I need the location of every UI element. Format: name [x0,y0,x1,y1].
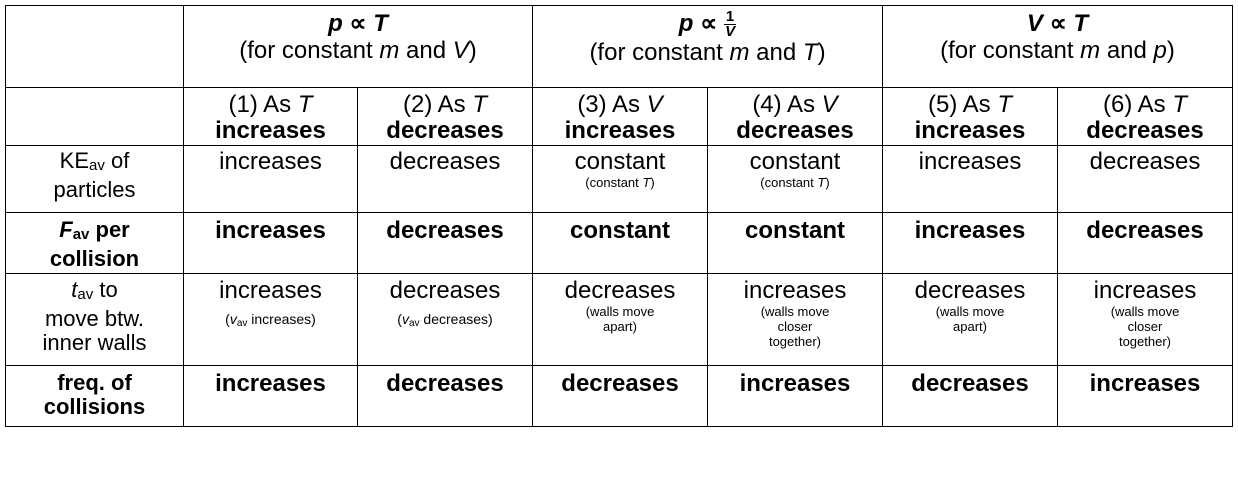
law-condition: (for constant m and T) [589,39,826,66]
time-row: tav to move btw. inner walls increases (v… [5,273,1233,366]
force-row: Fav per collision increases decreases co… [5,212,1233,274]
empty-corner-cell [5,5,184,88]
ke-cell-2: decreases [357,145,533,213]
law-condition: (for constant m and p) [940,37,1175,64]
freq-cell-5: decreases [882,365,1058,427]
ke-cell-3: constant (constant T) [532,145,708,213]
force-cell-5: increases [882,212,1058,274]
ke-row: KEav of particles increases decreases co… [5,145,1233,213]
row-label-force: Fav per collision [5,212,184,274]
force-cell-6: decreases [1057,212,1233,274]
law-header-vt: V ∝ T (for constant m and p) [882,5,1233,88]
law-header-pt: p ∝ T (for constant m and V) [183,5,533,88]
freq-cell-3: decreases [532,365,708,427]
force-cell-2: decreases [357,212,533,274]
freq-cell-2: decreases [357,365,533,427]
time-cell-4: increases (walls move closer together) [707,273,883,366]
time-cell-6: increases (walls move closer together) [1057,273,1233,366]
freq-cell-6: increases [1057,365,1233,427]
time-cell-1: increases (vav increases) [183,273,358,366]
freq-cell-1: increases [183,365,358,427]
ke-cell-4: constant (constant T) [707,145,883,213]
force-cell-1: increases [183,212,358,274]
force-cell-3: constant [532,212,708,274]
ke-cell-5: increases [882,145,1058,213]
ke-cell-6: decreases [1057,145,1233,213]
freq-cell-4: increases [707,365,883,427]
row-label-ke: KEav of particles [5,145,184,213]
force-cell-4: constant [707,212,883,274]
time-cell-2: decreases (vav decreases) [357,273,533,366]
ke-cell-1: increases [183,145,358,213]
law-formula: p ∝ T [328,10,388,37]
time-cell-5: decreases (walls move apart) [882,273,1058,366]
time-cell-3: decreases (walls move apart) [532,273,708,366]
row-label-time: tav to move btw. inner walls [5,273,184,366]
law-formula: V ∝ T [1026,10,1089,37]
freq-row: freq. of collisions increases decreases … [5,365,1233,427]
law-condition: (for constant m and V) [239,37,477,64]
row-label-freq: freq. of collisions [5,365,184,427]
empty-label-cell [5,87,184,146]
